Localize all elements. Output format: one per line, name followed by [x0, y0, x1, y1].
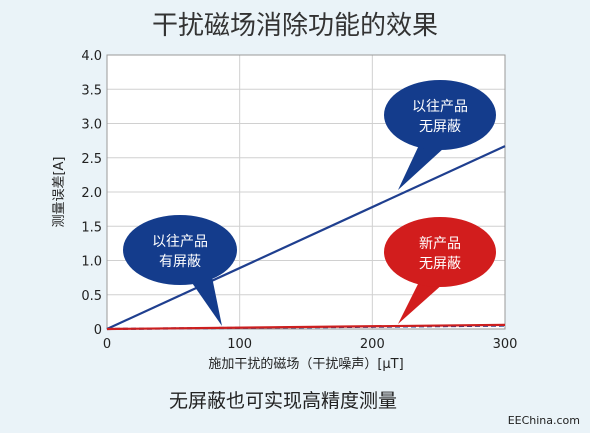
- y-axis-label: 测量误差[A]: [52, 156, 67, 227]
- callout-text: 新产品: [419, 236, 461, 252]
- y-tick-label: 0.5: [81, 289, 102, 304]
- callout-bubble: [123, 215, 237, 285]
- y-tick-label: 2.0: [81, 186, 102, 201]
- series-lines: [106, 145, 506, 331]
- series-line-1: [106, 145, 506, 330]
- x-axis-label: 施加干扰的磁场（干扰噪声）[μT]: [208, 356, 403, 372]
- callout-tail: [398, 280, 444, 324]
- callout-tail: [190, 277, 222, 326]
- plot-border: [106, 54, 506, 330]
- chart-title: 干扰磁场消除功能的效果: [152, 11, 438, 41]
- x-tick-label: 100: [227, 337, 252, 352]
- axes: [106, 54, 506, 330]
- x-tick-label: 0: [103, 337, 111, 352]
- callout-tail: [398, 143, 444, 190]
- callout-text: 有屏蔽: [159, 254, 201, 270]
- callout-text: 以往产品: [152, 234, 208, 250]
- callout-bubble: [384, 80, 496, 150]
- x-tick-label: 300: [493, 337, 518, 352]
- x-tick-label: 200: [360, 337, 385, 352]
- callout-text: 无屏蔽: [419, 119, 461, 135]
- y-tick-label: 1.5: [81, 220, 102, 235]
- tick-labels: 0 100 200 300 0 0.5 1.0 1.5 2.0 2.5 3.0 3.5 4.0: [81, 49, 517, 352]
- callout-bubble: [384, 217, 496, 287]
- y-tick-label: 1.0: [81, 255, 102, 270]
- series-line-3: [106, 323, 506, 331]
- callout-text: 以往产品: [412, 99, 468, 115]
- y-tick-label: 2.5: [81, 152, 102, 167]
- credit-text: EEChina.com: [508, 414, 580, 427]
- y-tick-label: 3.5: [81, 83, 102, 98]
- y-tick-label: 4.0: [81, 49, 102, 64]
- y-tick-label: 3.0: [81, 118, 102, 133]
- y-tick-label: 0: [94, 323, 102, 338]
- chart-caption: 无屏蔽也可实现高精度测量: [169, 390, 397, 412]
- callout-text: 无屏蔽: [419, 256, 461, 272]
